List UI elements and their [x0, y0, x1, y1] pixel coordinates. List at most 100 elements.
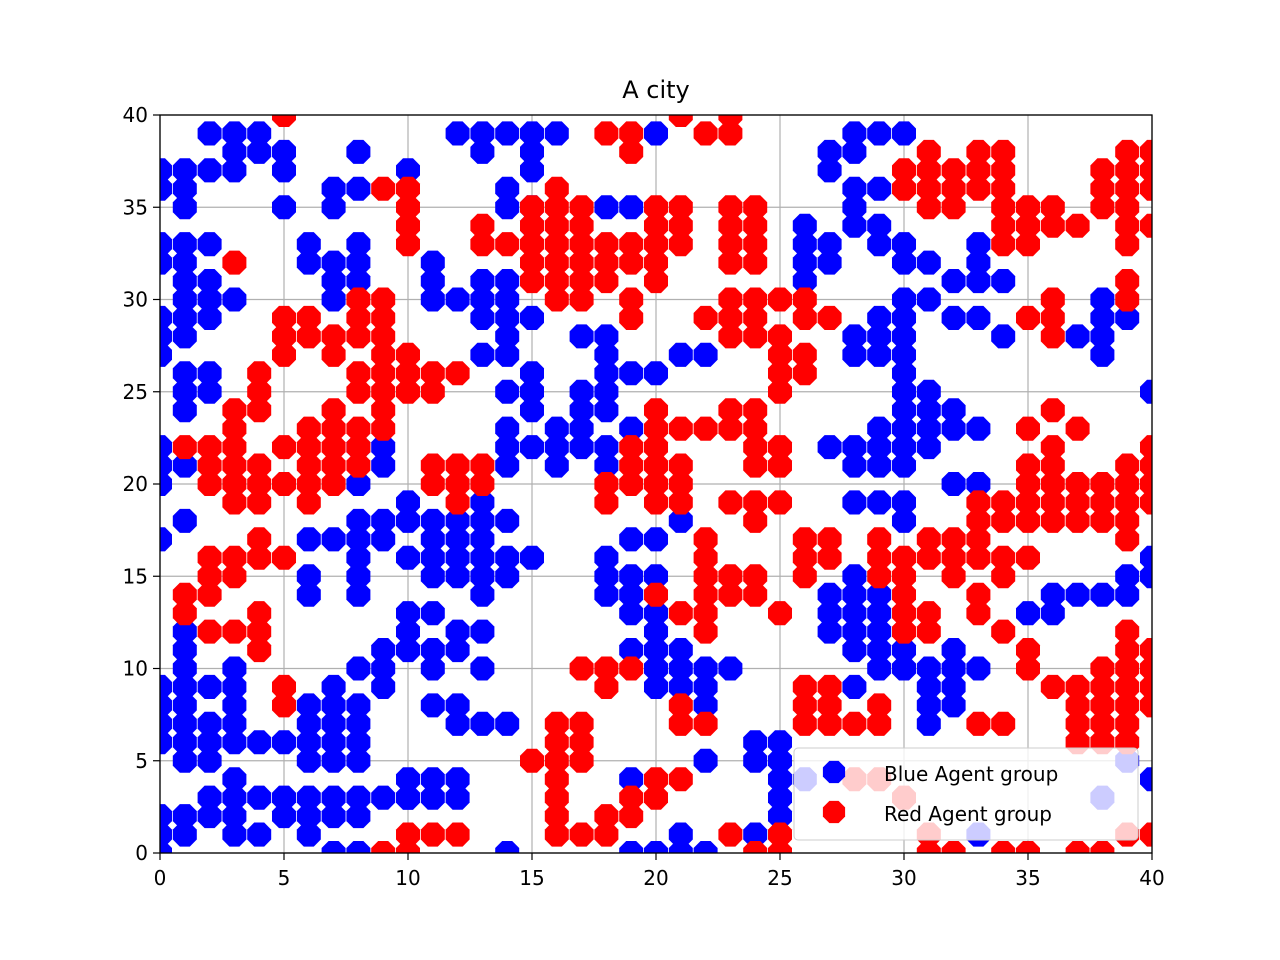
data-point — [445, 711, 470, 736]
data-point — [817, 527, 842, 552]
data-point — [544, 213, 569, 238]
data-point — [668, 195, 693, 220]
data-point — [792, 693, 817, 718]
data-point — [544, 767, 569, 792]
data-point — [495, 379, 520, 404]
data-point — [644, 674, 668, 699]
data-point — [544, 250, 569, 275]
chart-title: A city — [622, 76, 690, 104]
data-point — [743, 841, 768, 853]
data-point — [644, 250, 668, 275]
data-point — [160, 804, 172, 829]
data-point — [743, 213, 768, 238]
data-point — [470, 453, 495, 478]
data-point — [346, 527, 371, 552]
data-point — [1040, 601, 1065, 626]
data-point — [892, 398, 916, 423]
data-point — [644, 398, 668, 423]
data-point — [743, 582, 768, 607]
data-point — [892, 379, 916, 404]
data-point — [470, 342, 495, 367]
data-point — [172, 195, 197, 220]
data-point — [569, 269, 594, 294]
data-point — [842, 619, 867, 644]
data-point — [445, 287, 470, 312]
data-point — [1016, 638, 1040, 663]
data-point — [321, 435, 346, 460]
data-point — [1140, 822, 1152, 847]
data-point — [644, 527, 668, 552]
data-point — [222, 250, 247, 275]
data-point — [197, 305, 222, 330]
data-point — [644, 361, 668, 386]
data-point — [892, 582, 916, 607]
data-point — [817, 158, 842, 183]
data-point — [569, 822, 594, 847]
data-point — [272, 804, 296, 829]
data-point — [371, 287, 396, 312]
data-point — [892, 287, 916, 312]
data-point — [445, 472, 470, 496]
data-point — [1090, 711, 1115, 736]
data-point — [222, 472, 247, 496]
data-point — [296, 711, 321, 736]
data-point — [495, 416, 520, 441]
data-point — [420, 379, 445, 404]
data-point — [222, 416, 247, 441]
data-point — [644, 656, 668, 681]
data-point — [346, 785, 371, 810]
data-point — [892, 121, 916, 146]
data-point — [371, 416, 396, 441]
data-point — [197, 619, 222, 644]
data-point — [619, 435, 644, 460]
data-point — [172, 711, 197, 736]
data-point — [569, 213, 594, 238]
data-point — [346, 361, 371, 386]
data-point — [842, 139, 867, 164]
data-point — [346, 472, 371, 496]
data-point — [544, 730, 569, 755]
data-point — [941, 269, 966, 294]
data-point — [842, 582, 867, 607]
data-point — [569, 435, 594, 460]
data-point — [346, 711, 371, 736]
data-point — [420, 601, 445, 626]
data-point — [594, 453, 619, 478]
data-point — [197, 748, 222, 773]
data-point — [346, 730, 371, 755]
data-point — [644, 232, 668, 257]
data-point — [346, 841, 371, 853]
data-point — [892, 619, 916, 644]
data-point — [470, 619, 495, 644]
data-point — [1040, 195, 1065, 220]
data-point — [892, 508, 916, 533]
data-point — [693, 619, 718, 644]
data-point — [867, 176, 892, 201]
data-point — [867, 435, 892, 460]
data-point — [1065, 693, 1090, 718]
data-point — [842, 490, 867, 515]
data-point — [619, 195, 644, 220]
data-point — [396, 342, 420, 367]
data-point — [197, 453, 222, 478]
data-point — [222, 287, 247, 312]
data-point — [445, 545, 470, 570]
data-point — [867, 582, 892, 607]
data-point — [594, 435, 619, 460]
y-tick-label: 20 — [123, 472, 148, 496]
data-point — [495, 269, 520, 294]
x-tick-label: 40 — [1139, 866, 1164, 890]
data-point — [160, 158, 172, 183]
data-point — [842, 324, 867, 349]
data-point — [916, 158, 941, 183]
data-point — [569, 250, 594, 275]
data-point — [892, 453, 916, 478]
data-point — [321, 527, 346, 552]
data-point — [420, 822, 445, 847]
data-point — [396, 785, 420, 810]
data-point — [346, 324, 371, 349]
data-point — [396, 619, 420, 644]
data-point — [1115, 619, 1140, 644]
data-point — [272, 342, 296, 367]
